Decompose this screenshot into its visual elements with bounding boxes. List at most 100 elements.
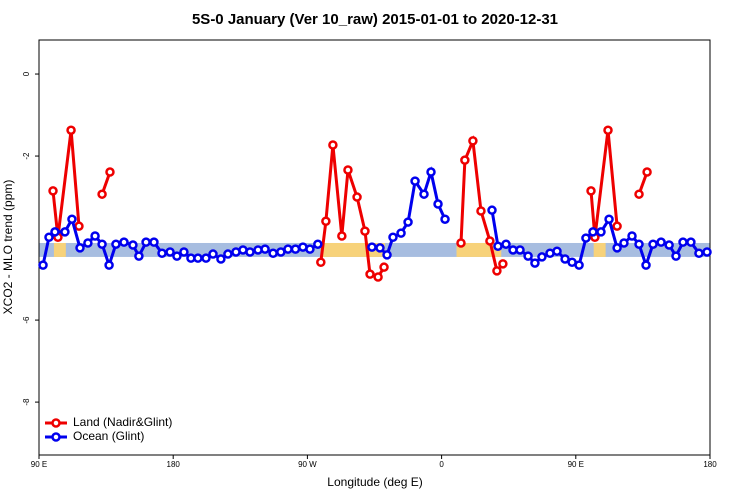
data-point xyxy=(523,251,533,261)
data-point xyxy=(388,232,398,242)
x-tick-label: 90 E xyxy=(568,460,584,469)
data-point xyxy=(104,260,114,270)
data-point xyxy=(641,260,651,270)
data-point xyxy=(501,239,511,249)
y-tick-label: -8 xyxy=(22,398,31,406)
data-point xyxy=(648,239,658,249)
legend-label: Ocean (Glint) xyxy=(73,429,144,443)
y-axis-label: XCO2 - MLO trend (ppm) xyxy=(1,180,15,315)
data-point xyxy=(66,125,76,135)
data-point xyxy=(433,199,443,209)
data-point xyxy=(44,232,54,242)
data-point xyxy=(440,214,450,224)
data-point xyxy=(552,246,562,256)
data-point xyxy=(396,228,406,238)
data-point xyxy=(223,249,233,259)
data-point xyxy=(492,266,502,276)
data-point xyxy=(305,244,315,254)
data-point xyxy=(283,244,293,254)
data-point xyxy=(90,231,100,241)
data-point xyxy=(111,239,121,249)
data-point xyxy=(48,186,58,196)
data-point xyxy=(74,221,84,231)
data-point xyxy=(83,238,93,248)
data-point xyxy=(603,125,613,135)
data-point xyxy=(367,242,377,252)
data-point xyxy=(328,140,338,150)
data-point xyxy=(141,237,151,247)
data-point xyxy=(456,238,466,248)
legend-marker xyxy=(51,418,61,428)
data-point xyxy=(38,260,48,270)
data-point xyxy=(702,247,712,257)
data-point xyxy=(476,206,486,216)
data-point xyxy=(260,244,270,254)
data-point xyxy=(627,231,637,241)
data-point xyxy=(360,226,370,236)
data-point xyxy=(530,258,540,268)
data-point xyxy=(664,240,674,250)
data-point xyxy=(560,254,570,264)
data-point xyxy=(365,269,375,279)
data-point xyxy=(468,136,478,146)
y-tick-label: 0 xyxy=(22,71,31,76)
data-point xyxy=(403,217,413,227)
x-tick-label: 180 xyxy=(703,460,717,469)
data-point xyxy=(498,259,508,269)
data-point xyxy=(134,251,144,261)
data-point xyxy=(460,155,470,165)
data-point xyxy=(634,239,644,249)
x-tick-label: 90 W xyxy=(298,460,317,469)
data-point xyxy=(574,260,584,270)
data-point xyxy=(193,253,203,263)
data-point xyxy=(179,247,189,257)
data-point xyxy=(60,227,70,237)
data-point xyxy=(67,214,77,224)
data-point xyxy=(493,241,503,252)
data-point xyxy=(373,272,383,282)
data-point xyxy=(352,192,362,202)
data-point xyxy=(245,247,255,257)
data-point xyxy=(581,233,591,243)
legend-marker xyxy=(51,432,61,442)
data-point xyxy=(379,262,389,272)
data-point xyxy=(642,167,652,177)
band-land xyxy=(53,242,66,257)
data-point xyxy=(515,245,525,255)
data-point xyxy=(634,189,644,199)
data-point xyxy=(604,214,614,224)
data-point xyxy=(172,251,182,261)
data-point xyxy=(165,247,175,257)
data-point xyxy=(105,167,115,177)
data-point xyxy=(382,250,392,260)
data-point xyxy=(216,254,226,264)
data-point xyxy=(612,243,622,253)
band-land xyxy=(593,242,606,257)
x-axis-label: Longitude (deg E) xyxy=(327,475,422,489)
plot-frame xyxy=(38,39,711,456)
data-point xyxy=(149,237,159,247)
data-point xyxy=(656,237,666,247)
data-point xyxy=(97,189,107,199)
data-point xyxy=(337,231,347,241)
data-point xyxy=(313,239,323,249)
data-point xyxy=(612,221,622,231)
legend-label: Land (Nadir&Glint) xyxy=(73,415,172,429)
data-point xyxy=(419,189,429,199)
data-point xyxy=(588,227,598,237)
y-tick-label: -2 xyxy=(22,152,31,160)
data-point xyxy=(50,227,60,237)
data-point xyxy=(97,239,107,249)
data-point xyxy=(485,236,495,246)
data-point xyxy=(426,167,436,177)
x-tick-label: 90 E xyxy=(31,460,47,469)
data-point xyxy=(678,237,688,247)
data-point xyxy=(375,243,385,253)
data-point xyxy=(157,248,167,258)
x-tick-label: 0 xyxy=(439,460,444,469)
data-point xyxy=(410,176,420,186)
data-point xyxy=(201,253,211,263)
data-point xyxy=(694,248,704,258)
data-point xyxy=(119,237,129,247)
